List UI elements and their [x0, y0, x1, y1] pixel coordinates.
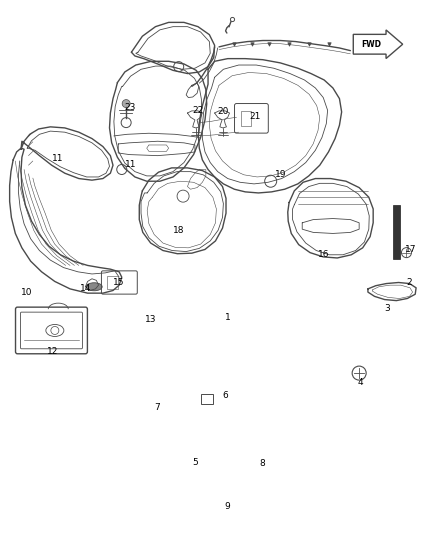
- Text: 5: 5: [192, 458, 198, 467]
- Circle shape: [122, 100, 130, 108]
- Text: 17: 17: [405, 245, 417, 254]
- Text: 1: 1: [225, 313, 231, 321]
- Text: 13: 13: [145, 316, 157, 324]
- Text: 4: 4: [358, 378, 363, 387]
- Text: 11: 11: [125, 160, 136, 168]
- Text: 18: 18: [173, 226, 184, 235]
- Text: 10: 10: [21, 288, 33, 296]
- Bar: [393, 205, 400, 259]
- Text: 20: 20: [218, 108, 229, 116]
- Text: 23: 23: [125, 103, 136, 112]
- Text: 14: 14: [80, 285, 91, 293]
- Bar: [240, 110, 251, 126]
- Text: 3: 3: [385, 304, 391, 312]
- Bar: [201, 394, 213, 403]
- Text: 2: 2: [407, 278, 412, 287]
- Text: 6: 6: [223, 391, 229, 400]
- Text: 12: 12: [47, 348, 58, 356]
- Ellipse shape: [86, 282, 102, 291]
- Text: 15: 15: [113, 278, 125, 287]
- Text: FWD: FWD: [361, 40, 381, 49]
- Text: 11: 11: [52, 155, 64, 163]
- Text: 16: 16: [318, 251, 329, 259]
- Text: 22: 22: [192, 107, 204, 115]
- Text: 21: 21: [249, 112, 261, 120]
- Text: 9: 9: [224, 502, 230, 511]
- Bar: [107, 277, 118, 288]
- Text: 8: 8: [259, 459, 265, 468]
- Text: 19: 19: [276, 171, 287, 179]
- Text: 7: 7: [154, 403, 160, 412]
